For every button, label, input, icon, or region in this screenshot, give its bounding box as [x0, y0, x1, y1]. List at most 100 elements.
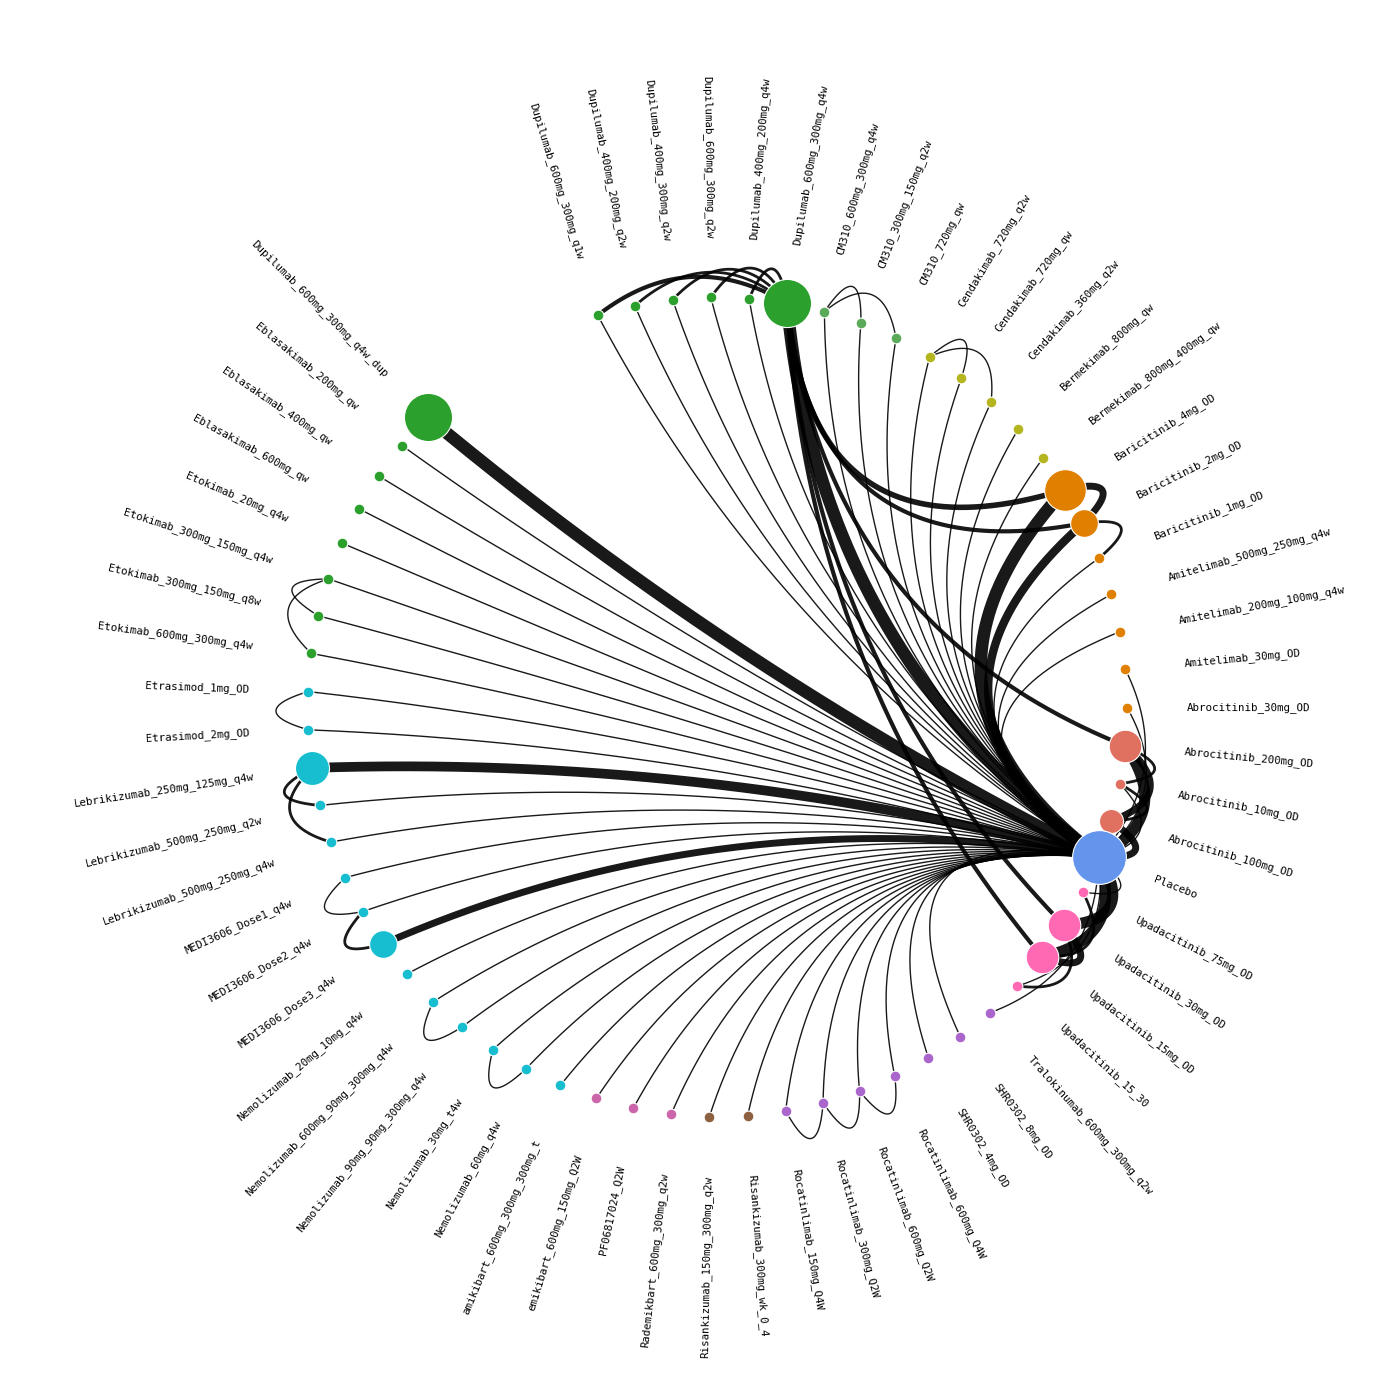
Point [347, 497, 370, 519]
Point [848, 1079, 871, 1102]
Point [776, 293, 798, 315]
Point [308, 794, 330, 816]
Text: Placebo: Placebo [1152, 875, 1198, 900]
Text: Upadacitinib_30mg_OD: Upadacitinib_30mg_OD [1112, 952, 1226, 1030]
Text: Risankizumab_300mg_wk_0_4: Risankizumab_300mg_wk_0_4 [746, 1175, 770, 1337]
Point [949, 1026, 972, 1049]
Point [1072, 881, 1095, 903]
Text: CM310_300mg_150mg_q2w: CM310_300mg_150mg_q2w [876, 139, 934, 270]
Point [318, 567, 340, 589]
Text: Nemolizumab_60mg_q4w: Nemolizumab_60mg_q4w [433, 1119, 503, 1239]
Text: Abrocitinib_200mg_OD: Abrocitinib_200mg_OD [1184, 746, 1315, 770]
Point [738, 287, 760, 309]
Point [396, 963, 419, 986]
Point [1088, 547, 1110, 570]
Text: CM310_600mg_300mg_q4w: CM310_600mg_300mg_q4w [834, 122, 881, 256]
Point [1007, 974, 1029, 997]
Text: Dupilumab_400mg_200mg_q2w: Dupilumab_400mg_200mg_q2w [585, 87, 629, 249]
Text: Dupilumab_400mg_200mg_q4w: Dupilumab_400mg_200mg_q4w [748, 77, 771, 239]
Text: Dupilumab_600mg_300mg_q4w_dup: Dupilumab_600mg_300mg_q4w_dup [249, 238, 389, 379]
Point [307, 605, 329, 627]
Point [700, 286, 722, 308]
Point [330, 532, 353, 554]
Point [1072, 512, 1095, 535]
Text: Abrocitinib_30mg_OD: Abrocitinib_30mg_OD [1186, 703, 1310, 714]
Text: MEDI3606_Dose3_q4w: MEDI3606_Dose3_q4w [237, 973, 337, 1050]
Text: Baricitinib_2mg_OD: Baricitinib_2mg_OD [1134, 440, 1243, 501]
Point [883, 1065, 906, 1088]
Point [1030, 945, 1053, 967]
Point [587, 304, 609, 326]
Point [1109, 620, 1131, 643]
Point [661, 288, 683, 311]
Point [549, 1074, 571, 1096]
Text: Amitelimab_200mg_100mg_q4w: Amitelimab_200mg_100mg_q4w [1177, 584, 1345, 626]
Point [451, 1016, 473, 1039]
Point [1116, 696, 1138, 718]
Text: CM310_720mg_qw: CM310_720mg_qw [917, 200, 966, 287]
Point [482, 1039, 504, 1061]
Text: Upadacitinib_15mg_OD: Upadacitinib_15mg_OD [1086, 988, 1196, 1077]
Text: Cendakimab_720mg_q2w: Cendakimab_720mg_q2w [956, 192, 1032, 308]
Point [297, 718, 319, 741]
Text: Etrasimod_1mg_OD: Etrasimod_1mg_OD [144, 680, 249, 694]
Text: Rocatinlimab_300mg_Q2W: Rocatinlimab_300mg_Q2W [833, 1159, 881, 1299]
Text: Etokimab_300mg_150mg_q4w: Etokimab_300mg_150mg_q4w [122, 507, 274, 566]
Text: Lebrikizumab_500mg_250mg_q2w: Lebrikizumab_500mg_250mg_q2w [84, 815, 263, 869]
Text: Rademikbart_600mg_300mg_q2w: Rademikbart_600mg_300mg_q2w [640, 1172, 671, 1348]
Point [300, 643, 322, 665]
Point [1088, 846, 1110, 868]
Point [1054, 479, 1077, 501]
Point [774, 1100, 797, 1123]
Point [918, 346, 941, 368]
Text: Etrasimod_2mg_OD: Etrasimod_2mg_OD [146, 728, 249, 745]
Text: MEDI3606_Dose2_q4w: MEDI3606_Dose2_q4w [207, 937, 314, 1004]
Text: Lebrikizumab_250mg_125mg_q4w: Lebrikizumab_250mg_125mg_q4w [73, 771, 255, 809]
Point [1114, 658, 1137, 680]
Point [1053, 914, 1075, 937]
Text: SHR0302_4mg_OD: SHR0302_4mg_OD [955, 1106, 1011, 1190]
Text: Upadacitinib_75mg_OD: Upadacitinib_75mg_OD [1134, 914, 1254, 983]
Point [333, 867, 356, 889]
Text: Dupilumab_600mg_300mg_q2w: Dupilumab_600mg_300mg_q2w [701, 76, 715, 238]
Text: Cendakimab_360mg_q2w: Cendakimab_360mg_q2w [1026, 258, 1121, 361]
Text: Etokimab_300mg_150mg_q8w: Etokimab_300mg_150mg_q8w [106, 563, 262, 608]
Text: Nemolizumab_90mg_90mg_300mg_q4w: Nemolizumab_90mg_90mg_300mg_q4w [295, 1070, 430, 1235]
Text: Abrocitinib_10mg_OD: Abrocitinib_10mg_OD [1177, 790, 1301, 823]
Text: Rocatinlimab_600mg_Q2W: Rocatinlimab_600mg_Q2W [875, 1145, 935, 1282]
Point [951, 367, 973, 389]
Text: Baricitinib_4mg_OD: Baricitinib_4mg_OD [1112, 392, 1217, 463]
Point [736, 1105, 759, 1127]
Point [1032, 447, 1054, 469]
Text: Baricitinib_1mg_OD: Baricitinib_1mg_OD [1152, 489, 1266, 542]
Point [1100, 584, 1123, 606]
Point [622, 1096, 644, 1119]
Text: Eblasakimab_400mg_qw: Eblasakimab_400mg_qw [220, 365, 333, 448]
Text: Abrocitinib_100mg_OD: Abrocitinib_100mg_OD [1166, 832, 1294, 879]
Text: emikibart_600mg_150mg_Q2W: emikibart_600mg_150mg_Q2W [525, 1154, 584, 1312]
Text: Tralokinumab_600mg_300mg_q2w: Tralokinumab_600mg_300mg_q2w [1025, 1053, 1155, 1197]
Point [885, 328, 907, 350]
Point [1109, 773, 1131, 795]
Text: Bermekimab_800mg_400mg_qw: Bermekimab_800mg_400mg_qw [1086, 319, 1222, 427]
Point [297, 680, 319, 703]
Text: Nemolizumab_30mg_t4w: Nemolizumab_30mg_t4w [385, 1096, 465, 1211]
Point [372, 932, 395, 955]
Text: Dupilumab_400mg_300mg_q2w: Dupilumab_400mg_300mg_q2w [643, 78, 672, 241]
Text: Eblasakimab_600mg_qw: Eblasakimab_600mg_qw [190, 413, 309, 484]
Point [515, 1058, 538, 1081]
Point [659, 1103, 682, 1126]
Point [917, 1047, 939, 1070]
Point [812, 1092, 834, 1114]
Text: Nemolizumab_20mg_10mg_q4w: Nemolizumab_20mg_10mg_q4w [235, 1008, 365, 1123]
Point [351, 900, 374, 923]
Point [417, 406, 440, 428]
Text: Upadacitinib_15_30: Upadacitinib_15_30 [1057, 1022, 1151, 1110]
Point [1114, 735, 1137, 757]
Point [421, 991, 444, 1014]
Text: Nemolizumab_600mg_90mg_300mg_q4w: Nemolizumab_600mg_90mg_300mg_q4w [244, 1040, 396, 1198]
Point [813, 301, 836, 323]
Text: Amitelimab_500mg_250mg_q4w: Amitelimab_500mg_250mg_q4w [1166, 526, 1333, 584]
Text: Rocatinlimab_150mg_Q4W: Rocatinlimab_150mg_Q4W [790, 1169, 825, 1312]
Point [301, 756, 323, 778]
